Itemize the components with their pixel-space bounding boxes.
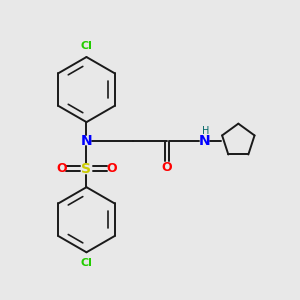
Text: O: O: [56, 162, 67, 175]
Text: Cl: Cl: [80, 41, 92, 51]
Text: H: H: [202, 126, 209, 136]
Text: Cl: Cl: [80, 258, 92, 268]
Text: N: N: [198, 134, 210, 148]
Text: S: S: [82, 162, 92, 176]
Text: N: N: [81, 134, 92, 148]
Text: O: O: [106, 162, 117, 175]
Text: O: O: [162, 160, 172, 173]
